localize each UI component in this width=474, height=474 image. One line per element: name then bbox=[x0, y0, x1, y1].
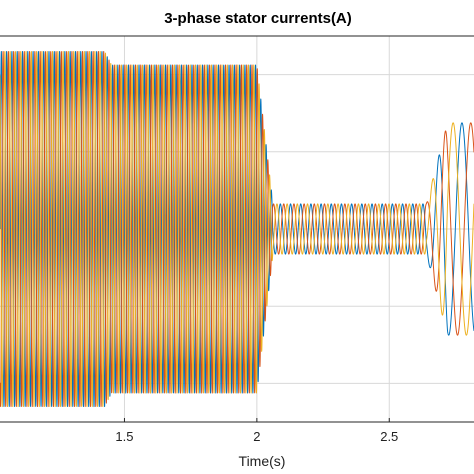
x-tick-label: 2.5 bbox=[380, 429, 398, 444]
axes-box bbox=[0, 35, 474, 423]
x-axis-ticks: 1.5 2 2.5 bbox=[115, 418, 398, 444]
x-tick-label: 1.5 bbox=[115, 429, 133, 444]
plot-series-layer bbox=[0, 50, 474, 408]
series-line-phase-3 bbox=[0, 50, 474, 408]
x-tick-label: 2 bbox=[253, 429, 260, 444]
x-axis-label: Time(s) bbox=[239, 453, 286, 469]
chart-title: 3-phase stator currents(A) bbox=[164, 10, 352, 27]
